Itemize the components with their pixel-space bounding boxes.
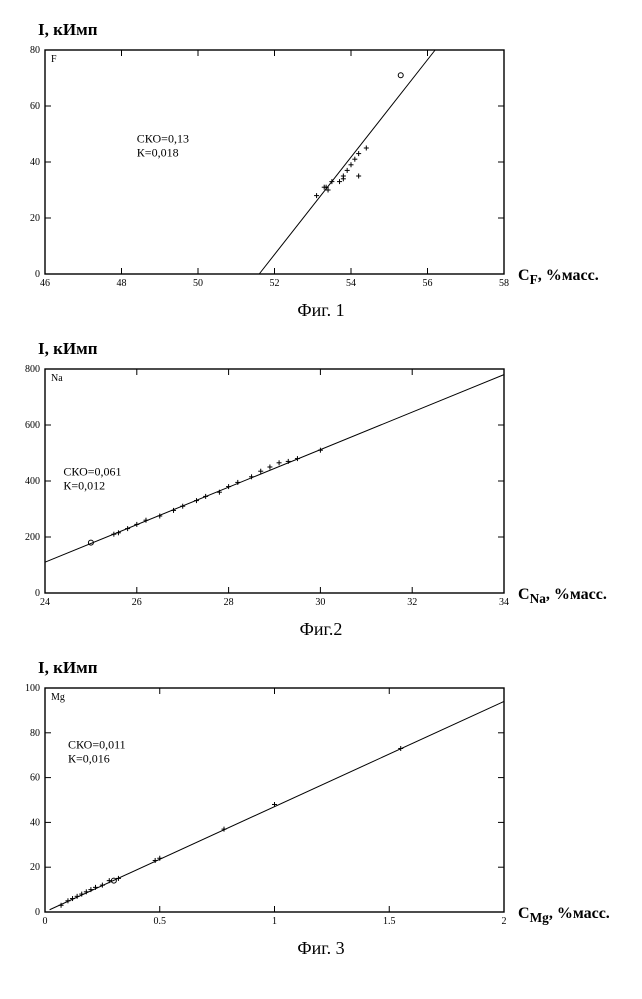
svg-text:52: 52	[270, 278, 280, 289]
svg-text:СКО=0,011: СКО=0,011	[68, 737, 126, 751]
svg-text:30: 30	[315, 597, 325, 608]
figure-caption: Фиг. 1	[10, 300, 632, 321]
svg-text:20: 20	[30, 213, 40, 224]
svg-text:400: 400	[25, 476, 40, 487]
svg-text:0: 0	[35, 588, 40, 599]
svg-text:0: 0	[35, 907, 40, 918]
svg-text:60: 60	[30, 773, 40, 784]
svg-text:20: 20	[30, 862, 40, 873]
svg-text:26: 26	[132, 597, 142, 608]
x-axis-title: CF, %масс.	[510, 267, 599, 294]
svg-text:80: 80	[30, 728, 40, 739]
svg-text:40: 40	[30, 817, 40, 828]
svg-text:800: 800	[25, 364, 40, 375]
svg-text:28: 28	[224, 597, 234, 608]
svg-text:24: 24	[40, 597, 50, 608]
figure-caption: Фиг.2	[10, 619, 632, 640]
svg-text:К=0,016: К=0,016	[68, 751, 110, 765]
figure-3: I, кИмп 00.511.52020406080100MgСКО=0,011…	[10, 658, 632, 959]
svg-text:34: 34	[499, 597, 509, 608]
svg-text:32: 32	[407, 597, 417, 608]
svg-text:200: 200	[25, 532, 40, 543]
svg-text:80: 80	[30, 45, 40, 56]
figure-caption: Фиг. 3	[10, 938, 632, 959]
svg-text:50: 50	[193, 278, 203, 289]
y-axis-title: I, кИмп	[38, 658, 632, 678]
svg-text:1.5: 1.5	[383, 916, 396, 927]
svg-text:1: 1	[272, 916, 277, 927]
svg-text:2: 2	[502, 916, 507, 927]
y-axis-title: I, кИмп	[38, 20, 632, 40]
svg-text:Na: Na	[51, 373, 63, 384]
svg-text:46: 46	[40, 278, 50, 289]
svg-text:0: 0	[35, 269, 40, 280]
chart-svg: 46 48 50 52 54 56 58 0 20 40 60 80 F СКО=0,13К=0,018	[10, 44, 510, 294]
svg-text:600: 600	[25, 420, 40, 431]
x-axis-title: CNa, %масс.	[510, 586, 607, 613]
x-axis-title: CMg, %масс.	[510, 905, 610, 932]
figure-2: I, кИмп 24 26 28 30 32 34 0 200 400 600 800 Na СКО=0…	[10, 339, 632, 640]
svg-text:100: 100	[25, 683, 40, 694]
svg-text:48: 48	[117, 278, 127, 289]
svg-text:F: F	[51, 54, 57, 65]
y-axis-title: I, кИмп	[38, 339, 632, 359]
svg-text:0.5: 0.5	[154, 916, 167, 927]
svg-text:К=0,018: К=0,018	[137, 145, 179, 159]
svg-text:Mg: Mg	[51, 692, 65, 703]
figure-1: I, кИмп 46 48 50 52 54 56 58 0 20 40 60 80 F СКО=0,13…	[10, 20, 632, 321]
svg-text:54: 54	[346, 278, 356, 289]
svg-text:0: 0	[43, 916, 48, 927]
chart-wrapper: 46485052545658020406080FСКО=0,13К=0,018 …	[10, 44, 632, 294]
chart-svg: 00.511.52020406080100MgСКО=0,011К=0,016	[10, 682, 510, 932]
svg-text:56: 56	[423, 278, 433, 289]
chart-svg: 24 26 28 30 32 34 0 200 400 600 800 Na СКО=0,061К=0,…	[10, 363, 510, 613]
svg-text:60: 60	[30, 101, 40, 112]
svg-text:СКО=0,061: СКО=0,061	[63, 464, 121, 478]
svg-text:К=0,012: К=0,012	[63, 478, 105, 492]
chart-wrapper: 24 26 28 30 32 34 0 200 400 600 800 Na СКО=0,061К=0,…	[10, 363, 632, 613]
svg-text:40: 40	[30, 157, 40, 168]
svg-text:58: 58	[499, 278, 509, 289]
chart-wrapper: 00.511.52020406080100MgСКО=0,011К=0,016 …	[10, 682, 632, 932]
svg-text:СКО=0,13: СКО=0,13	[137, 131, 189, 145]
